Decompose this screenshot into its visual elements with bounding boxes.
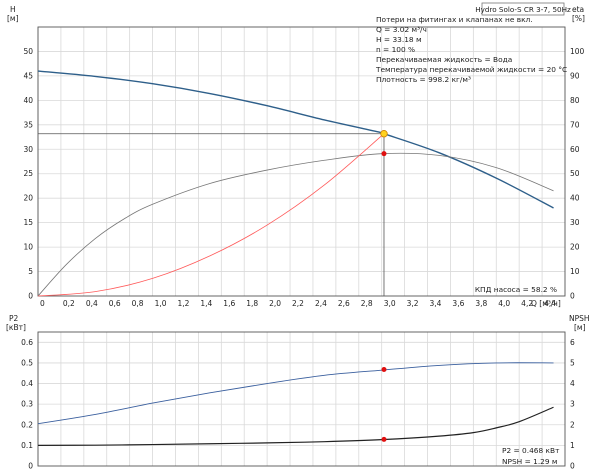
- y-right-tick-label: 10: [570, 267, 580, 276]
- y-right-label-line2: [%]: [572, 14, 585, 23]
- y-right-tick-label: 0: [570, 292, 575, 301]
- y-left-label-line2: [м]: [7, 14, 19, 23]
- npsh-axis-label-line2: [м]: [574, 323, 586, 332]
- y-left-tick-label: 20: [23, 194, 33, 203]
- y-right-tick-label: 100: [570, 47, 585, 56]
- lower-grid: [37, 332, 565, 466]
- duty-markers: [38, 130, 388, 442]
- npsh-point-marker: [381, 436, 387, 442]
- x-tick-label: 1,8: [246, 299, 258, 308]
- curve-npsh: [37, 406, 554, 446]
- x-tick-label: 0,4: [86, 299, 98, 308]
- duty-point-marker: [380, 130, 388, 138]
- x-tick-label: 3,4: [430, 299, 442, 308]
- y-right-tick-label: 90: [570, 71, 580, 80]
- y-left-tick-label: 30: [23, 145, 33, 154]
- p2-axis-label-line1: P2: [9, 314, 19, 323]
- y-right-tick-label: 40: [570, 194, 580, 203]
- p2-axis-label-line2: [кВт]: [6, 323, 26, 332]
- efficiency-label: КПД насоса = 58.2 %: [475, 285, 557, 294]
- axis-ticks: 0 0,2 0,4 0,6 0,8 1,0 1,2 1,4 1,6 1,8 2,0 2,2 2,4 2,6…: [21, 47, 584, 471]
- info-line-5: Перекачиваемая жидкость = Вода: [376, 55, 512, 64]
- npsh-tick-label: 3: [570, 400, 575, 409]
- x-tick-label: 2,6: [338, 299, 350, 308]
- info-line-6: Температура перекачиваемой жидкости = 20…: [375, 65, 567, 74]
- p2-tick-label: 0.1: [21, 441, 33, 450]
- curve-eta: [37, 152, 554, 297]
- x-axis-label: Q [м³/ч]: [531, 299, 561, 308]
- x-tick-label: 4,0: [498, 299, 510, 308]
- p2-tick-label: 0.5: [21, 358, 33, 367]
- x-tick-label: 2,2: [292, 299, 304, 308]
- x-tick-label: 3,8: [475, 299, 487, 308]
- x-tick-label: 1,6: [223, 299, 235, 308]
- p2-tick-label: 0.2: [21, 420, 33, 429]
- npsh-tick-label: 6: [570, 338, 575, 347]
- x-tick-label: 1,0: [155, 299, 167, 308]
- p2-value-label: P2 = 0.468 кВт: [502, 446, 560, 455]
- info-line-4: n = 100 %: [376, 45, 415, 54]
- npsh-value-label: NPSH = 1.29 м: [502, 457, 558, 466]
- npsh-tick-label: 1: [570, 441, 575, 450]
- npsh-tick-label: 0: [570, 462, 575, 471]
- upper-grid: [37, 27, 565, 296]
- x-tick-label: 4,4: [544, 299, 556, 308]
- npsh-axis-label-line1: NPSH: [569, 314, 590, 323]
- info-line-7: Плотность = 998.2 кг/м³: [376, 75, 471, 84]
- y-left-tick-label: 40: [23, 96, 33, 105]
- upper-info-block: Потери на фитингах и клапанах не вкл. Q …: [375, 15, 567, 84]
- info-line-3: H = 33.18 м: [376, 35, 422, 44]
- y-right-tick-label: 70: [570, 120, 580, 129]
- y-left-tick-label: 10: [23, 243, 33, 252]
- y-right-tick-label: 20: [570, 243, 580, 252]
- y-left-tick-label: 45: [23, 71, 33, 80]
- info-line-2: Q = 3.02 м³/ч: [376, 25, 427, 34]
- y-left-tick-label: 0: [28, 292, 33, 301]
- x-tick-label: 3,6: [452, 299, 464, 308]
- y-right-tick-label: 50: [570, 169, 580, 178]
- x-tick-label: 0,2: [63, 299, 75, 308]
- x-tick-label: 0,6: [109, 299, 121, 308]
- y-right-label-line1: eta: [572, 5, 584, 14]
- npsh-tick-label: 4: [570, 379, 575, 388]
- x-tick-label: 0: [40, 299, 45, 308]
- x-tick-label: 3,0: [384, 299, 396, 308]
- x-tick-label: 2,8: [361, 299, 373, 308]
- x-tick-label: 1,2: [177, 299, 189, 308]
- npsh-tick-label: 2: [570, 420, 575, 429]
- title-box: [481, 2, 565, 16]
- p2-tick-label: 0: [28, 462, 33, 471]
- curves: [37, 70, 554, 446]
- x-tick-label: 3,2: [407, 299, 419, 308]
- x-tick-label: 4,2: [521, 299, 533, 308]
- info-line-1: Потери на фитингах и клапанах не вкл.: [376, 15, 533, 24]
- npsh-tick-label: 5: [570, 358, 575, 367]
- y-left-tick-label: 35: [23, 120, 33, 129]
- lower-plot-frame: [37, 331, 566, 467]
- y-right-tick-label: 80: [570, 96, 580, 105]
- p2-tick-label: 0.3: [21, 400, 33, 409]
- upper-plot-frame: [37, 26, 566, 297]
- x-tick-label: 1,4: [200, 299, 212, 308]
- y-right-tick-label: 60: [570, 145, 580, 154]
- y-left-tick-label: 50: [23, 47, 33, 56]
- curve-system: [37, 133, 385, 297]
- curve-h: [37, 70, 554, 209]
- p2-tick-label: 0.6: [21, 338, 33, 347]
- y-left-label-line1: H: [10, 5, 16, 14]
- curve-p2: [37, 362, 554, 425]
- efficiency-point-marker: [381, 151, 387, 157]
- p2-tick-label: 0.4: [21, 379, 33, 388]
- y-left-tick-label: 15: [23, 218, 33, 227]
- y-right-tick-label: 30: [570, 218, 580, 227]
- y-left-tick-label: 5: [28, 267, 33, 276]
- p2-point-marker: [381, 367, 387, 373]
- x-tick-label: 0,8: [132, 299, 144, 308]
- x-tick-label: 2,0: [269, 299, 281, 308]
- y-left-tick-label: 25: [23, 169, 33, 178]
- chart-title: Hydro Solo-S CR 3-7, 50Hz: [475, 5, 571, 14]
- x-tick-label: 2,4: [315, 299, 327, 308]
